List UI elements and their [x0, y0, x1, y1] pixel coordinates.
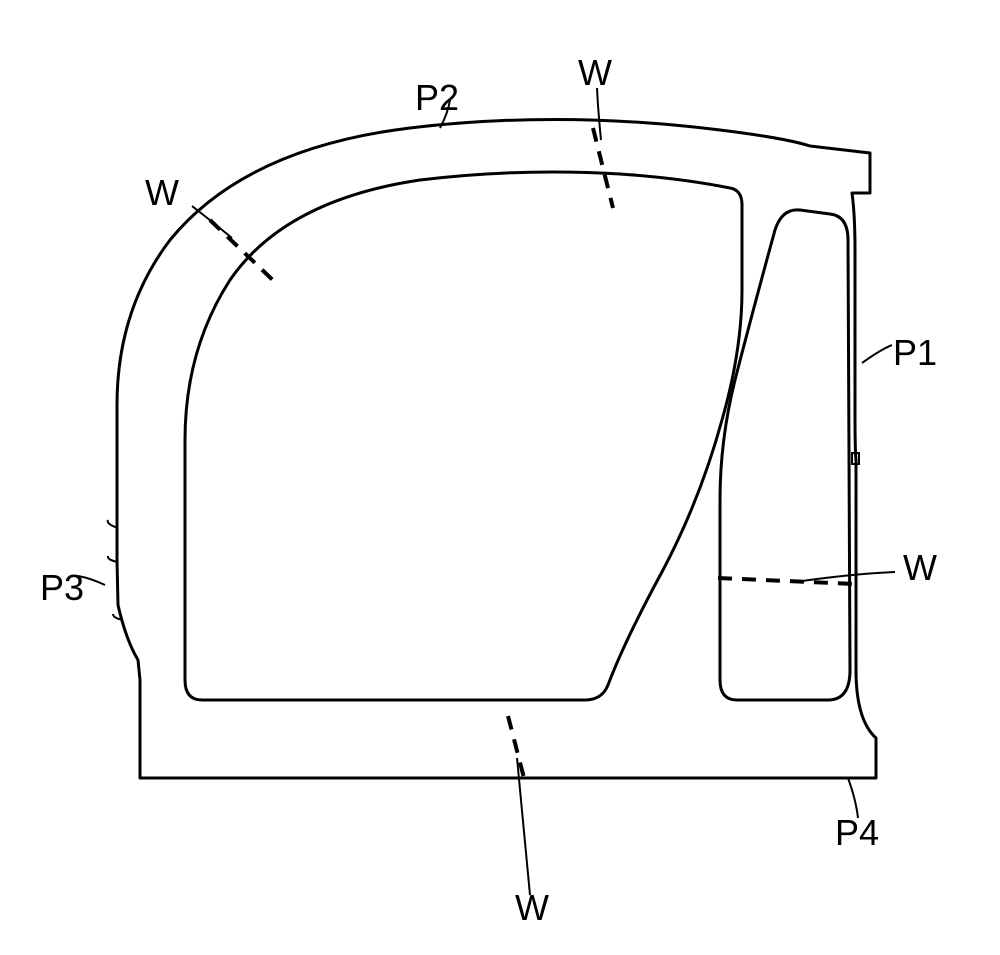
car-body-diagram	[0, 0, 1000, 950]
weld-line-0	[593, 128, 613, 208]
weld-line-3	[508, 716, 524, 778]
leader-line-6	[795, 572, 895, 582]
label-p3: P3	[40, 567, 84, 609]
leader-line-4	[597, 88, 601, 140]
b-pillar-outline	[720, 210, 850, 700]
door-opening	[185, 172, 742, 700]
label-w-top-right: W	[578, 52, 612, 94]
label-p4: P4	[835, 812, 879, 854]
label-w-bottom: W	[515, 887, 549, 929]
leader-line-5	[192, 206, 232, 238]
weld-line-1	[210, 220, 278, 285]
leader-line-0	[862, 345, 892, 363]
label-w-right: W	[903, 547, 937, 589]
label-w-top-left: W	[145, 172, 179, 214]
weld-line-2	[718, 578, 855, 584]
label-p2: P2	[415, 77, 459, 119]
label-p1: P1	[893, 332, 937, 374]
outer-body-outline	[117, 119, 876, 778]
front-edge-details	[108, 520, 123, 620]
diagram-container	[0, 0, 1000, 950]
